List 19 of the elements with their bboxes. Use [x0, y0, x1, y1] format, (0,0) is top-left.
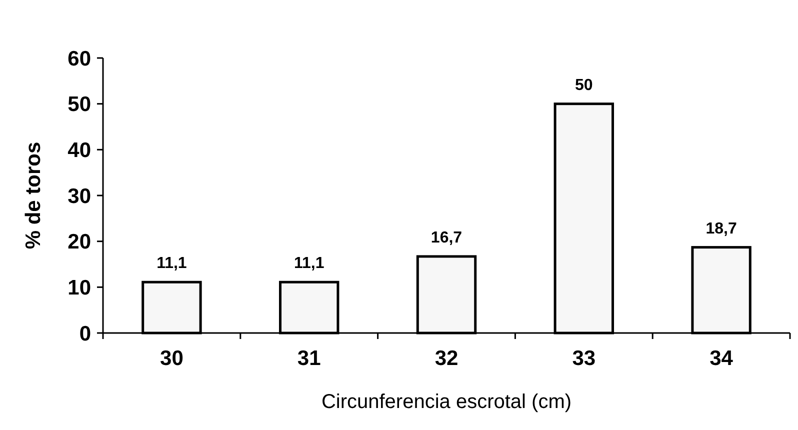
y-axis-title: % de toros [22, 142, 45, 250]
x-tick-label: 33 [572, 347, 596, 370]
x-tick-label: 30 [160, 347, 184, 370]
data-label: 11,1 [294, 255, 324, 272]
y-tick-label: 0 [79, 322, 91, 346]
x-axis-title: Circunferencia escrotal (cm) [321, 391, 572, 413]
data-label: 18,7 [706, 220, 737, 238]
y-tick-label: 20 [68, 230, 91, 254]
data-label: 16,7 [430, 229, 462, 246]
data-label: 50 [575, 76, 593, 94]
y-tick-label: 60 [68, 47, 91, 70]
y-tick-label: 30 [68, 184, 91, 208]
y-tick-label: 10 [68, 276, 91, 300]
y-tick-label: 40 [68, 139, 91, 162]
y-tick-label: 50 [68, 93, 91, 116]
data-label: 11,1 [156, 255, 187, 272]
x-tick-label: 31 [297, 347, 322, 370]
x-tick-label: 32 [434, 347, 458, 370]
x-tick-label: 34 [710, 347, 734, 370]
